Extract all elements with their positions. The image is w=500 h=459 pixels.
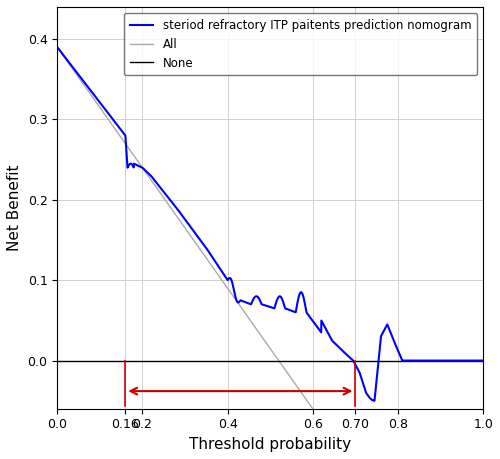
None: [136, 358, 142, 364]
Y-axis label: Net Benefit: Net Benefit: [7, 165, 22, 251]
steriod refractory ITP paitents prediction nomogram: [372, 398, 378, 403]
steriod refractory ITP paitents prediction nomogram: [236, 299, 242, 305]
steriod refractory ITP paitents prediction nomogram: [480, 358, 486, 364]
steriod refractory ITP paitents prediction nomogram: [128, 161, 134, 167]
None: [274, 358, 280, 364]
None: [458, 358, 464, 364]
All: [284, 370, 290, 376]
All: [256, 330, 262, 336]
steriod refractory ITP paitents prediction nomogram: [472, 358, 478, 364]
None: [153, 358, 159, 364]
steriod refractory ITP paitents prediction nomogram: [218, 267, 224, 272]
X-axis label: Threshold probability: Threshold probability: [189, 437, 351, 452]
steriod refractory ITP paitents prediction nomogram: [54, 45, 60, 50]
steriod refractory ITP paitents prediction nomogram: [426, 358, 432, 364]
Line: steriod refractory ITP paitents prediction nomogram: steriod refractory ITP paitents predicti…: [57, 47, 483, 401]
All: [259, 334, 265, 340]
Legend: steriod refractory ITP paitents prediction nomogram, All, None: steriod refractory ITP paitents predicti…: [124, 13, 477, 75]
All: [308, 403, 314, 409]
None: [480, 358, 486, 364]
All: [54, 45, 60, 50]
Line: All: All: [57, 47, 483, 459]
None: [446, 358, 452, 364]
steriod refractory ITP paitents prediction nomogram: [103, 107, 109, 113]
None: [54, 358, 60, 364]
None: [308, 358, 314, 364]
